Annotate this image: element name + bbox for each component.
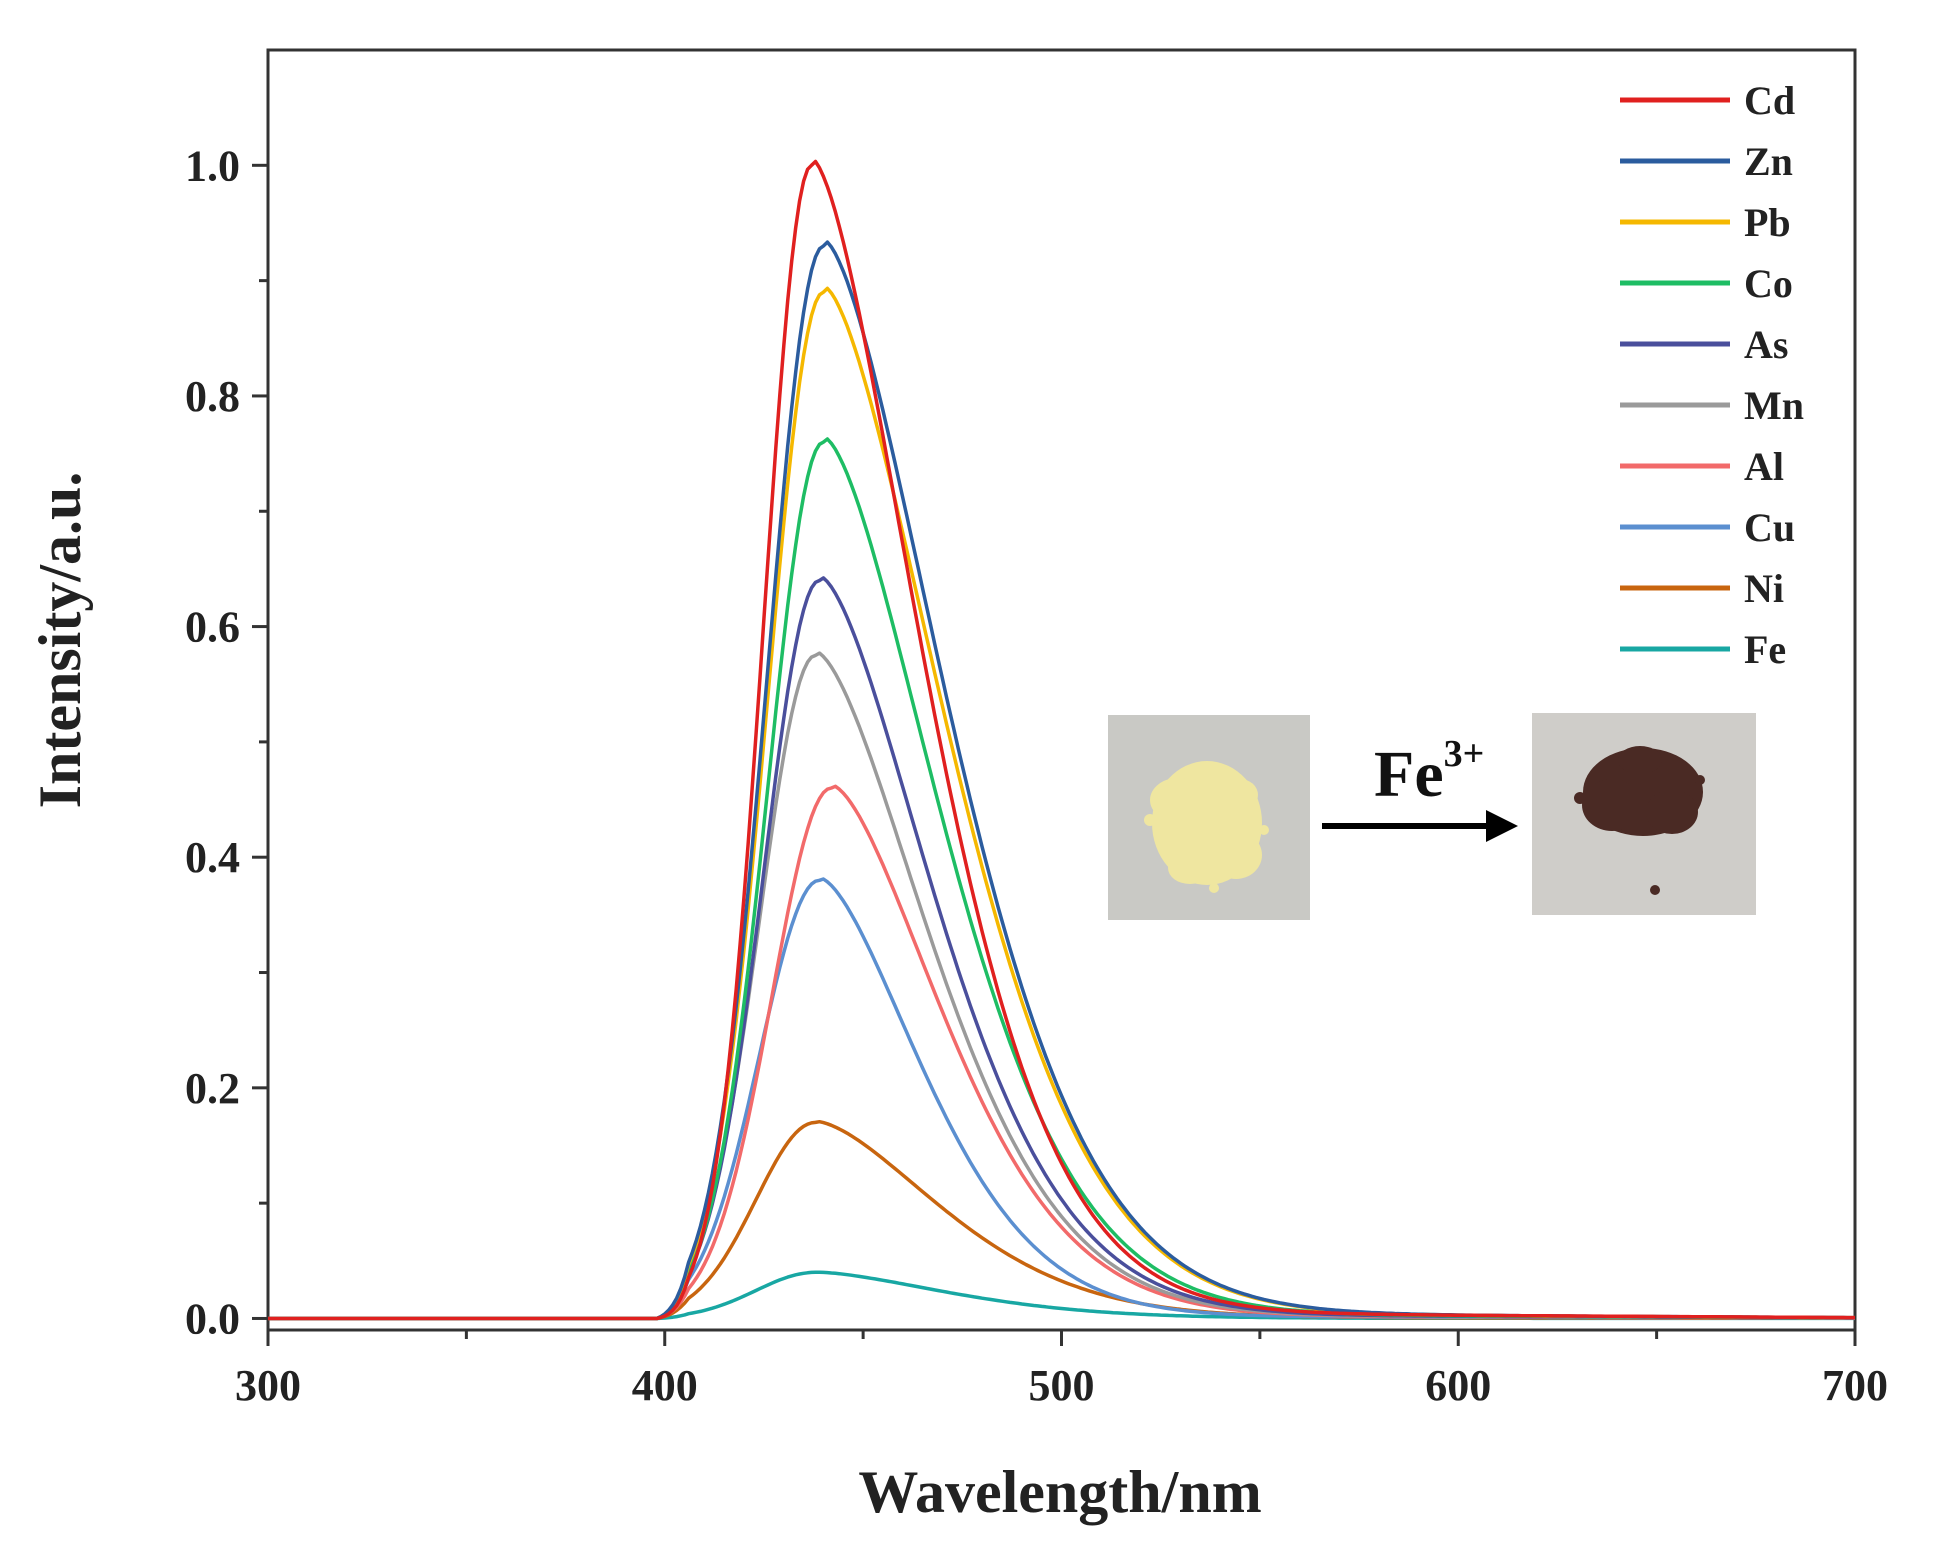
y-tick-label: 0.6 [185, 603, 240, 652]
y-tick-label: 0.2 [185, 1064, 240, 1113]
series-line-as [268, 576, 1855, 1321]
plot-frame [266, 48, 1857, 1332]
legend-label-zn: Zn [1744, 139, 1793, 184]
x-tick-label: 700 [1822, 1361, 1888, 1410]
yellow-powder-image [1144, 761, 1269, 893]
x-axis-ticks: 300 400 500 600 700 [235, 1330, 1888, 1410]
legend-label-ni: Ni [1744, 566, 1784, 611]
fe3-label: Fe3+ [1374, 733, 1484, 811]
series-line-ni [268, 1119, 1855, 1321]
y-tick-label: 0.4 [185, 833, 240, 882]
legend-label-mn: Mn [1744, 383, 1804, 428]
y-axis-title: Intensity/a.u. [27, 472, 93, 809]
legend-label-fe: Fe [1744, 627, 1786, 672]
y-tick-label: 0.0 [185, 1294, 240, 1343]
after-photo [1532, 713, 1756, 915]
y-tick-label: 0.8 [185, 372, 240, 421]
x-tick-label: 600 [1425, 1361, 1491, 1410]
legend: Cd Zn Pb Co As Mn Al Cu Ni Fe [1620, 78, 1804, 672]
legend-label-co: Co [1744, 261, 1793, 306]
y-tick-label: 1.0 [185, 141, 240, 190]
y-axis-ticks: 0.0 0.2 0.4 0.6 0.8 1.0 [185, 141, 268, 1343]
series-lines [268, 159, 1856, 1321]
reaction-arrow [1322, 810, 1518, 842]
x-tick-label: 400 [632, 1361, 698, 1410]
x-tick-label: 300 [235, 1361, 301, 1410]
legend-label-as: As [1744, 322, 1788, 367]
legend-label-cu: Cu [1744, 505, 1795, 550]
legend-label-cd: Cd [1744, 78, 1795, 123]
before-photo [1108, 715, 1310, 920]
series-line-cd [268, 159, 1855, 1321]
legend-label-al: Al [1744, 444, 1784, 489]
x-axis-title: Wavelength/nm [858, 1459, 1261, 1525]
brown-powder-image [1574, 746, 1705, 895]
x-tick-label: 500 [1029, 1361, 1095, 1410]
inset-photos: Fe3+ [1108, 713, 1756, 920]
plot-border [266, 48, 1857, 1332]
legend-label-pb: Pb [1744, 200, 1791, 245]
